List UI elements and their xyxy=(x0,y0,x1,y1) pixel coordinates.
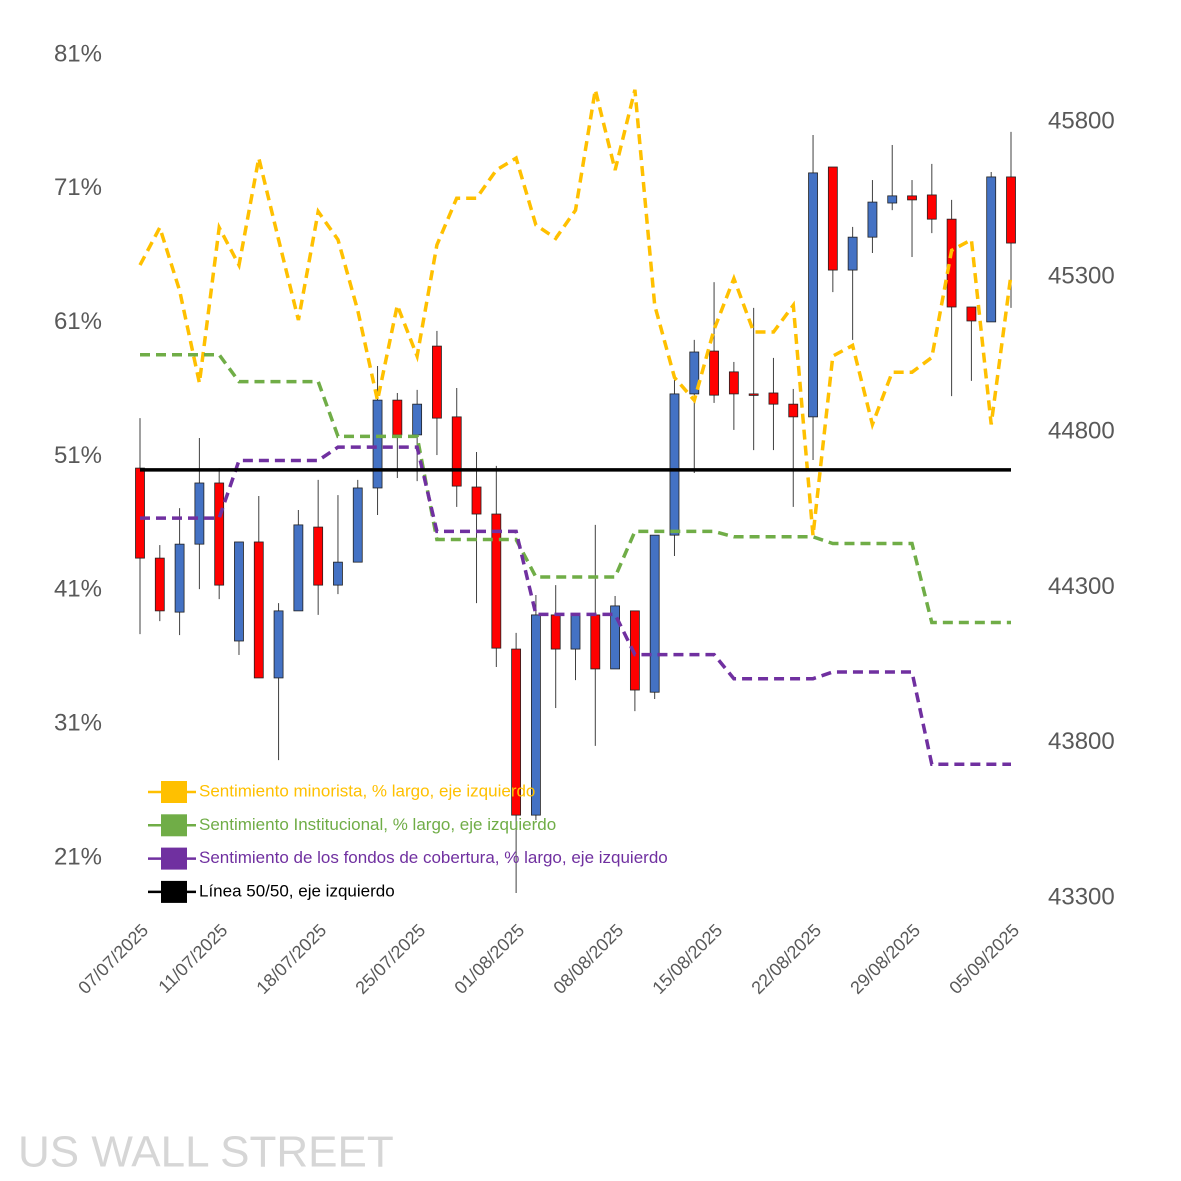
x-tick-label: 25/07/2025 xyxy=(351,920,429,998)
legend-swatch xyxy=(161,847,187,870)
y2-tick-label: 45300 xyxy=(1048,263,1115,290)
x-tick-label: 01/08/2025 xyxy=(450,920,528,998)
candle-body xyxy=(313,526,324,586)
legend-label: Sentimiento minorista, % largo, eje izqu… xyxy=(199,781,535,800)
candle-body xyxy=(491,513,502,649)
candle-body xyxy=(887,195,898,204)
candle-body xyxy=(669,393,680,536)
legend-swatch xyxy=(161,814,187,837)
candle-body xyxy=(808,172,818,418)
y-tick-label: 81% xyxy=(54,40,102,67)
candle-body xyxy=(966,306,977,322)
x-tick-label: 07/07/2025 xyxy=(74,920,152,998)
y-tick-label: 51% xyxy=(54,442,102,469)
candle-body xyxy=(273,610,284,679)
x-tick-label: 05/09/2025 xyxy=(945,920,1023,998)
x-tick-label: 08/08/2025 xyxy=(549,920,627,998)
candles xyxy=(135,131,1016,894)
candle-body xyxy=(867,201,878,238)
candle-body xyxy=(154,557,165,612)
legend-label: Sentimiento Institucional, % largo, eje … xyxy=(199,815,556,834)
legend-swatch xyxy=(161,880,187,903)
y2-tick-label: 43800 xyxy=(1048,728,1115,755)
candle-body xyxy=(986,176,997,323)
candle-body xyxy=(471,486,482,515)
candle-body xyxy=(352,487,363,563)
watermark: US WALL STREET xyxy=(18,1128,394,1177)
candle-body xyxy=(550,614,561,650)
y-tick-label: 21% xyxy=(54,843,102,870)
y-tick-label: 61% xyxy=(54,308,102,335)
y2-tick-label: 45800 xyxy=(1048,107,1115,134)
x-tick-label: 22/08/2025 xyxy=(747,920,825,998)
candle-body xyxy=(412,403,423,436)
candle-body xyxy=(531,614,541,816)
x-tick-label: 29/08/2025 xyxy=(846,920,924,998)
candle-body xyxy=(511,648,522,816)
candle-body xyxy=(253,541,264,679)
candle-body xyxy=(570,614,581,650)
legend-label: Sentimiento de los fondos de cobertura, … xyxy=(199,848,668,867)
candle-body xyxy=(214,482,225,586)
x-tick-label: 15/08/2025 xyxy=(648,920,726,998)
candle-body xyxy=(768,392,779,405)
candle-body xyxy=(451,416,462,487)
series-line xyxy=(140,445,1011,767)
candle-body xyxy=(610,605,620,670)
candle-body xyxy=(847,236,858,271)
y-tick-label: 41% xyxy=(54,576,102,603)
candle-body xyxy=(728,371,739,395)
candle-body xyxy=(946,218,957,308)
candle-body xyxy=(135,467,145,559)
candle-body xyxy=(689,351,700,395)
candle-body xyxy=(907,195,917,201)
legend-swatch xyxy=(161,781,187,803)
candle-body xyxy=(748,393,759,396)
candle-body xyxy=(788,403,799,418)
candle-body xyxy=(293,524,304,612)
series-line xyxy=(138,89,1013,536)
candle-body xyxy=(649,534,660,693)
candle-body xyxy=(926,194,937,220)
y2-tick-label: 44800 xyxy=(1048,418,1115,445)
y-tick-label: 71% xyxy=(54,174,102,201)
candle-body xyxy=(432,345,442,419)
x-tick-label: 11/07/2025 xyxy=(154,920,231,997)
x-tick-label: 18/07/2025 xyxy=(252,920,330,998)
series-line xyxy=(140,353,1011,625)
candle-body xyxy=(392,399,403,436)
legend-label: Línea 50/50, eje izquierdo xyxy=(199,881,395,900)
y2-tick-label: 43300 xyxy=(1048,883,1115,910)
candle-body xyxy=(709,350,719,396)
candle-body xyxy=(234,541,244,642)
candle-body xyxy=(372,399,383,489)
candle-body xyxy=(827,166,838,271)
candle-body xyxy=(629,610,640,691)
candle-body xyxy=(1006,176,1016,244)
candle-body xyxy=(174,543,185,613)
y2-tick-label: 44300 xyxy=(1048,573,1115,600)
y-tick-label: 31% xyxy=(54,710,102,737)
candle-body xyxy=(333,561,343,586)
candle-body xyxy=(194,482,205,545)
candle-body xyxy=(590,614,601,670)
